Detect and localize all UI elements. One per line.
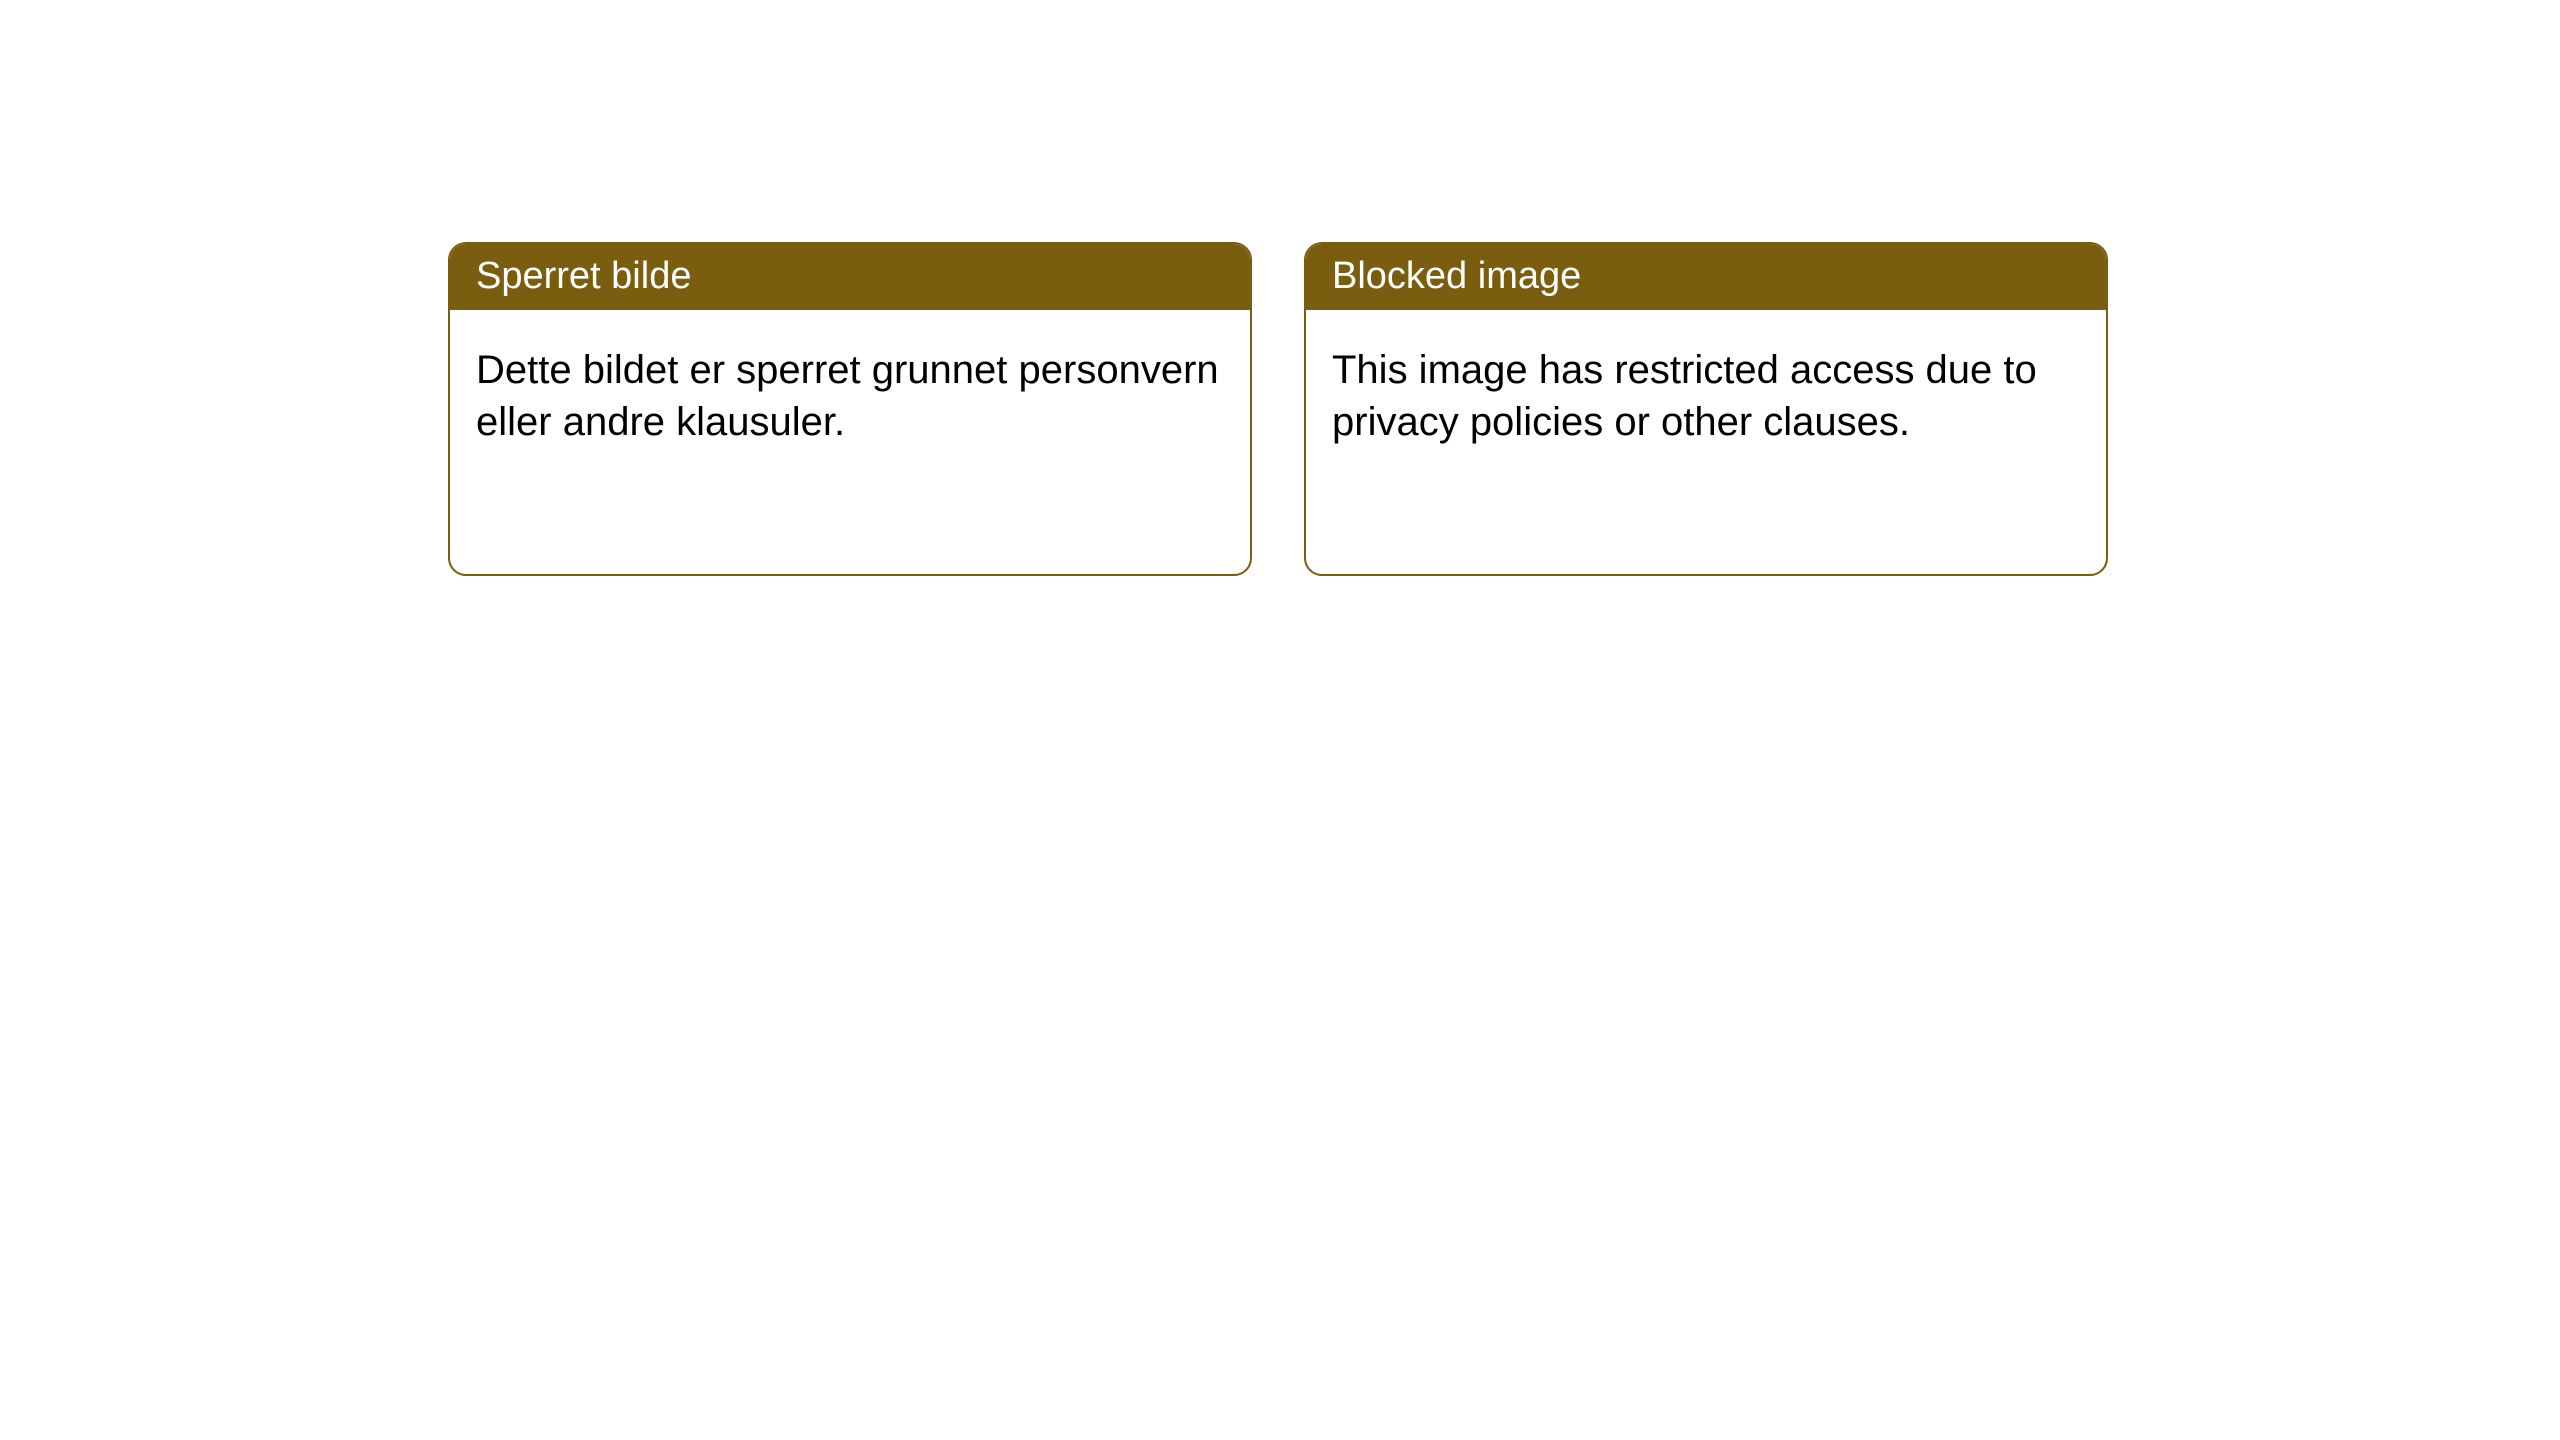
notice-card-header: Blocked image	[1306, 244, 2106, 310]
notice-card-body: This image has restricted access due to …	[1306, 310, 2106, 482]
notice-card-norwegian: Sperret bilde Dette bildet er sperret gr…	[448, 242, 1252, 576]
notice-card-title: Sperret bilde	[476, 255, 691, 297]
notice-cards-container: Sperret bilde Dette bildet er sperret gr…	[0, 0, 2560, 576]
notice-card-body: Dette bildet er sperret grunnet personve…	[450, 310, 1250, 482]
notice-card-message: Dette bildet er sperret grunnet personve…	[476, 348, 1219, 444]
notice-card-title: Blocked image	[1332, 255, 1581, 297]
notice-card-message: This image has restricted access due to …	[1332, 348, 2037, 444]
notice-card-header: Sperret bilde	[450, 244, 1250, 310]
notice-card-english: Blocked image This image has restricted …	[1304, 242, 2108, 576]
